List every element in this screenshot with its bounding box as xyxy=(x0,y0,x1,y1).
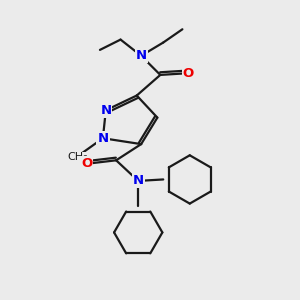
Text: N: N xyxy=(97,132,109,145)
Text: N: N xyxy=(133,174,144,188)
Text: N: N xyxy=(136,49,147,62)
Text: CH₃: CH₃ xyxy=(68,152,88,162)
Text: N: N xyxy=(100,104,111,117)
Text: O: O xyxy=(183,67,194,80)
Text: O: O xyxy=(81,157,92,170)
